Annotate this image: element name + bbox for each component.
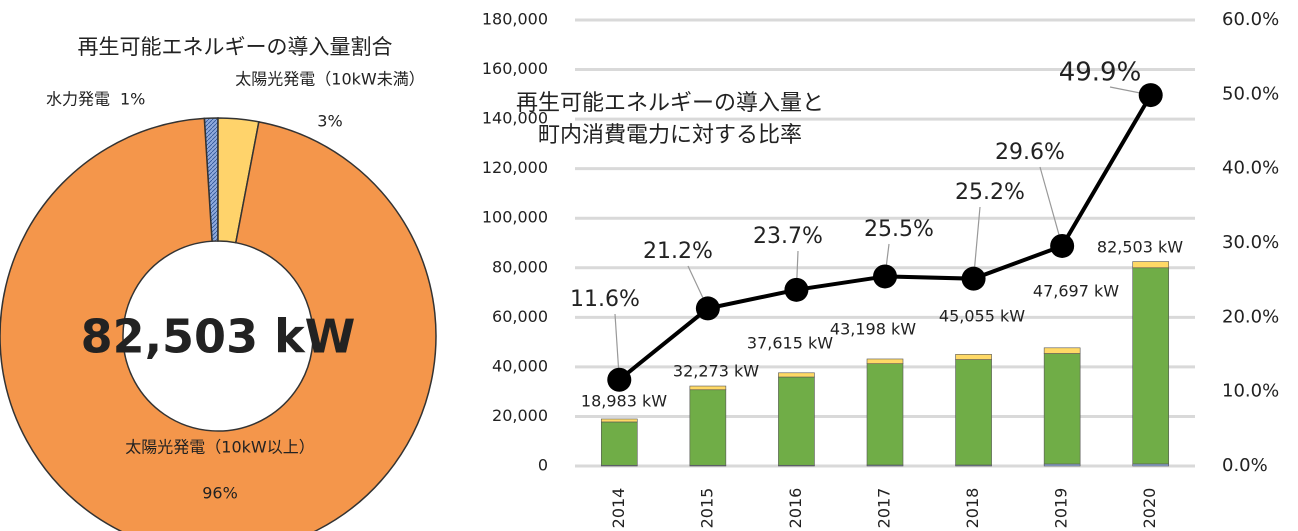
line-value-label: 49.9% bbox=[1059, 58, 1142, 88]
line-value-label: 29.6% bbox=[995, 140, 1065, 165]
y-tick-label: 160,000 bbox=[482, 59, 548, 78]
chart-title: 再生可能エネルギーの導入量と bbox=[516, 91, 824, 116]
y2-tick-label: 10.0% bbox=[1222, 381, 1279, 402]
line-marker bbox=[1138, 83, 1163, 108]
bar-segment bbox=[689, 389, 727, 466]
line-marker bbox=[784, 277, 809, 302]
chart-title: 町内消費電力に対する比率 bbox=[538, 123, 802, 148]
total-label: 47,697 kW bbox=[1033, 282, 1119, 301]
y-tick-label: 100,000 bbox=[482, 208, 548, 227]
donut-center-label: 82,503 kW bbox=[81, 310, 356, 364]
y-tick-label: 40,000 bbox=[492, 356, 548, 375]
bar-segment bbox=[600, 421, 638, 466]
bar-segment bbox=[689, 385, 727, 391]
total-label: 18,983 kW bbox=[581, 392, 667, 411]
x-tick-label: 2019 bbox=[1052, 488, 1071, 529]
y2-tick-label: 0.0% bbox=[1222, 455, 1268, 476]
bar-segment bbox=[866, 358, 904, 364]
total-label: 45,055 kW bbox=[939, 307, 1025, 326]
total-label: 37,615 kW bbox=[747, 334, 833, 353]
bar-segment bbox=[1132, 261, 1170, 269]
y-tick-label: 140,000 bbox=[482, 109, 548, 128]
y2-tick-label: 50.0% bbox=[1222, 83, 1279, 104]
line-value-label: 21.2% bbox=[643, 239, 713, 264]
y2-tick-label: 60.0% bbox=[1222, 9, 1279, 30]
line-value-label: 23.7% bbox=[753, 224, 823, 249]
bar-segment bbox=[778, 376, 815, 466]
bar-segment bbox=[1132, 463, 1170, 467]
y-tick-label: 0 bbox=[538, 456, 548, 475]
x-tick-label: 2014 bbox=[609, 488, 628, 529]
bar-segment bbox=[955, 354, 992, 360]
line-value-label: 25.2% bbox=[955, 180, 1025, 205]
donut-title: 再生可能エネルギーの導入量割合 bbox=[78, 35, 393, 59]
line-marker bbox=[873, 264, 897, 289]
y2-tick-label: 20.0% bbox=[1222, 306, 1279, 327]
slice-label: 太陽光発電（10kW以上） bbox=[125, 438, 314, 457]
total-label: 82,503 kW bbox=[1097, 238, 1183, 257]
x-tick-label: 2016 bbox=[786, 488, 805, 529]
y-tick-label: 60,000 bbox=[492, 307, 548, 326]
bar-segment bbox=[1043, 347, 1081, 354]
line-value-label: 11.6% bbox=[570, 287, 640, 312]
total-label: 43,198 kW bbox=[830, 320, 916, 339]
line-value-label: 25.5% bbox=[864, 217, 934, 242]
x-tick-label: 2015 bbox=[697, 488, 716, 529]
y-tick-label: 20,000 bbox=[492, 406, 548, 425]
x-tick-label: 2020 bbox=[1140, 488, 1159, 529]
total-label: 32,273 kW bbox=[673, 362, 759, 381]
y-tick-label: 120,000 bbox=[482, 158, 548, 177]
slice-value-label: 96% bbox=[202, 484, 238, 503]
bar-segment bbox=[955, 359, 992, 466]
slice-value-label: 3% bbox=[317, 112, 342, 131]
line-marker bbox=[961, 266, 986, 291]
line-marker bbox=[1050, 233, 1075, 258]
donut-slice bbox=[0, 117, 437, 531]
x-tick-label: 2017 bbox=[875, 488, 894, 529]
y-tick-label: 80,000 bbox=[492, 257, 548, 276]
line-marker bbox=[695, 296, 720, 321]
bar-segment bbox=[1132, 267, 1170, 465]
bar-segment bbox=[1043, 353, 1081, 465]
bar-segment bbox=[600, 418, 638, 423]
line-marker bbox=[607, 367, 632, 392]
slice-label: 太陽光発電（10kW未満） bbox=[235, 70, 424, 89]
y2-tick-label: 30.0% bbox=[1222, 232, 1279, 253]
slice-value-label: 1% bbox=[120, 90, 145, 109]
y-tick-label: 180,000 bbox=[482, 10, 548, 29]
leader-line bbox=[1039, 166, 1063, 247]
bar-segment bbox=[866, 363, 904, 466]
x-tick-label: 2018 bbox=[963, 488, 982, 529]
slice-label: 水力発電 bbox=[46, 90, 110, 109]
bar-segment bbox=[778, 372, 815, 378]
y2-tick-label: 40.0% bbox=[1222, 158, 1279, 179]
